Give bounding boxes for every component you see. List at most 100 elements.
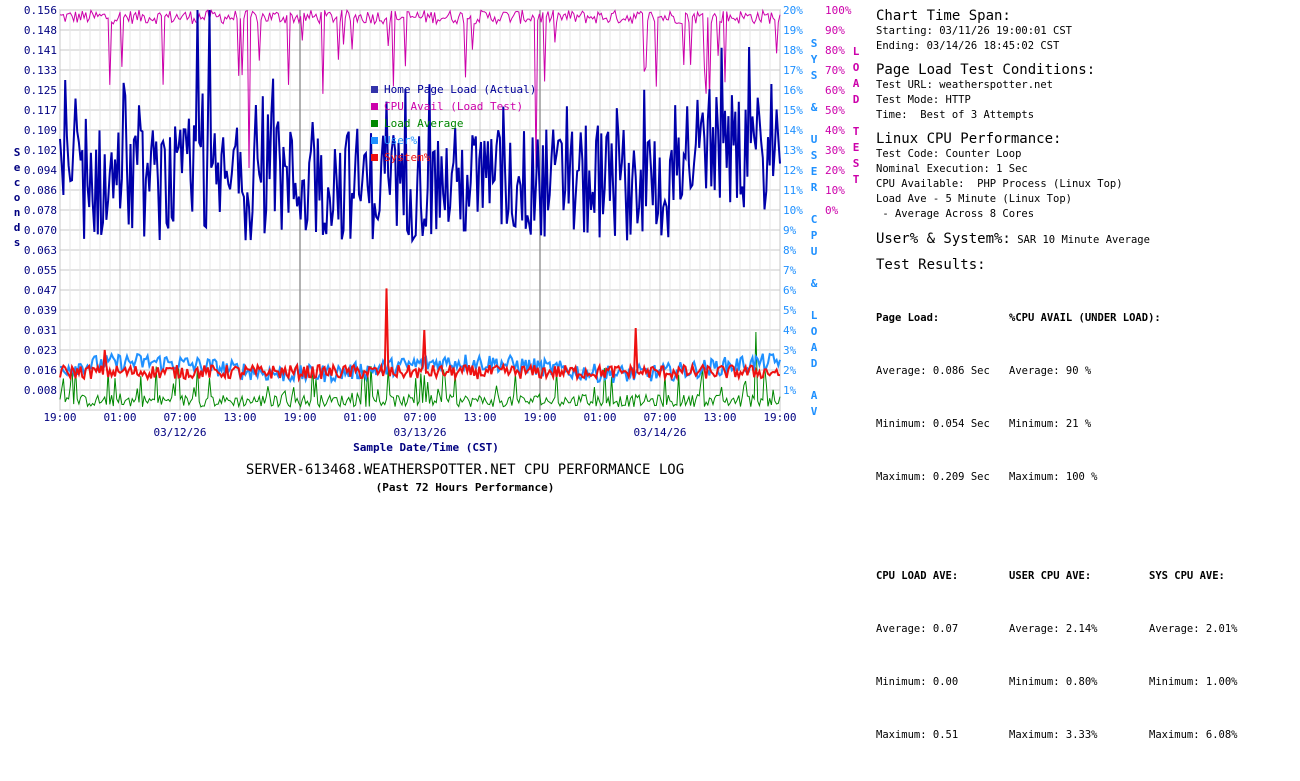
x-tick-label: 01:00	[103, 411, 136, 424]
y-right-tick-label: 80%	[825, 44, 845, 57]
y-mid-tick-label: 2%	[783, 364, 797, 377]
y-mid-tick-label: 19%	[783, 24, 803, 37]
sys-heading: SYS CPU AVE:	[1149, 570, 1225, 582]
y-mid-tick-label: 7%	[783, 264, 797, 277]
chart-title: SERVER-613468.WEATHERSPOTTER.NET CPU PER…	[245, 462, 685, 478]
cpu-load: Load Ave - 5 Minute (Linux Top)	[876, 193, 1072, 205]
y-mid-tick-label: 20%	[783, 4, 803, 17]
series-system-percent	[59, 288, 781, 383]
y-left-tick-label: 0.070	[24, 224, 57, 237]
cpu-code: Test Code: Counter Loop	[876, 148, 1022, 160]
cpu-avail-results: %CPU AVAIL (UNDER LOAD): Average: 90 % M…	[1009, 273, 1161, 523]
x-tick-label: 19:00	[523, 411, 556, 424]
page-load-results: Page Load: Average: 0.086 Sec Minimum: 0…	[876, 273, 1009, 523]
y-left-tick-label: 0.102	[24, 144, 57, 157]
y-mid-tick-label: 9%	[783, 224, 797, 237]
y-mid-tick-label: 12%	[783, 164, 803, 177]
y-mid-tick-label: 5%	[783, 304, 797, 317]
user-average: Average: 2.14%	[1009, 623, 1098, 635]
y-left-tick-label: 0.031	[24, 324, 57, 337]
y-right-tick-label: 90%	[825, 24, 845, 37]
x-tick-label: 13:00	[463, 411, 496, 424]
cpu-exec: Nominal Execution: 1 Sec	[876, 163, 1028, 175]
y-axis-right: 100% 90% 80% 70% 60% 50% 40% 30% 20% 10% 0%	[825, 4, 852, 217]
y-right-tick-label: 10%	[825, 184, 845, 197]
load-maximum: Maximum: 0.51	[876, 729, 959, 741]
x-tick-label: 19:00	[763, 411, 796, 424]
y-mid-tick-label: 6%	[783, 284, 797, 297]
page-load-average: Average: 0.086 Sec	[876, 365, 990, 377]
x-tick-label: 07:00	[163, 411, 196, 424]
conditions-url: Test URL: weatherspotter.net	[876, 79, 1054, 91]
y-left-tick-label: 0.078	[24, 204, 57, 217]
page-load-minimum: Minimum: 0.054 Sec	[876, 418, 990, 430]
x-tick-label: 19:00	[283, 411, 316, 424]
series-cpu-avail	[59, 8, 781, 169]
user-sys-title: User% & System%:	[876, 231, 1011, 247]
conditions-title: Page Load Test Conditions:	[876, 62, 1096, 78]
y-right-tick-label: 40%	[825, 124, 845, 137]
cpu-avail-maximum: Maximum: 100 %	[1009, 471, 1098, 483]
y-left-tick-label: 0.117	[24, 104, 57, 117]
cpu-avail-heading: %CPU AVAIL (UNDER LOAD):	[1009, 312, 1161, 324]
conditions-time: Time: Best of 3 Attempts	[876, 109, 1035, 121]
cpu-avail-average: Average: 90 %	[1009, 365, 1092, 377]
load-average: Average: 0.07	[876, 623, 959, 635]
user-sys-desc: SAR 10 Minute Average	[1017, 234, 1150, 246]
y-right-tick-label: 60%	[825, 84, 845, 97]
y-left-tick-label: 0.016	[24, 364, 57, 377]
y-left-tick-label: 0.094	[24, 164, 57, 177]
y-mid-tick-label: 16%	[783, 84, 803, 97]
span-end: Ending: 03/14/26 18:45:02 CST	[876, 40, 1060, 52]
page-load-heading: Page Load:	[876, 312, 940, 324]
y-left-tick-label: 0.086	[24, 184, 57, 197]
y-mid-tick-label: 18%	[783, 44, 803, 57]
cpu-avail-minimum: Minimum: 21 %	[1009, 418, 1092, 430]
x-axis: 19:00 01:00 07:00 13:00 19:00 01:00 07:00 13:00…	[43, 411, 796, 439]
load-results: CPU LOAD AVE: Average: 0.07 Minimum: 0.0…	[876, 531, 1009, 781]
legend-label: CPU Avail (Load Test)	[384, 100, 523, 113]
results-row-2: CPU LOAD AVE: Average: 0.07 Minimum: 0.0…	[876, 531, 1296, 781]
x-tick-label: 07:00	[643, 411, 676, 424]
chart-subtitle: (Past 72 Hours Performance)	[375, 481, 555, 494]
conditions-mode: Test Mode: HTTP	[876, 94, 971, 106]
y-left-tick-label: 0.039	[24, 304, 57, 317]
sys-average: Average: 2.01%	[1149, 623, 1238, 635]
span-title: Chart Time Span:	[876, 8, 1011, 24]
y-right-tick-label: 70%	[825, 64, 845, 77]
y-left-tick-label: 0.133	[24, 64, 57, 77]
y-right-tick-label: 20%	[825, 164, 845, 177]
user-results: USER CPU AVE: Average: 2.14% Minimum: 0.…	[1009, 531, 1149, 781]
y-mid-tick-label: 10%	[783, 204, 803, 217]
legend-label: User%	[384, 134, 417, 147]
y-right-tick-label: 30%	[825, 144, 845, 157]
legend-label: Home Page Load (Actual)	[384, 83, 536, 96]
user-maximum: Maximum: 3.33%	[1009, 729, 1098, 741]
y-left-tick-label: 0.008	[24, 384, 57, 397]
cpu-title: Linux CPU Performance:	[876, 131, 1062, 147]
x-tick-label: 07:00	[403, 411, 436, 424]
user-heading: USER CPU AVE:	[1009, 570, 1092, 582]
cpu-avail: CPU Available: PHP Process (Linux Top)	[876, 178, 1123, 190]
y-left-tick-label: 0.063	[24, 244, 57, 257]
y-right-tick-label: 50%	[825, 104, 845, 117]
legend-swatch	[371, 137, 378, 144]
y-axis-mid: 20% 19% 18% 17% 16% 15% 14% 13% 12% 11% 10% 9% 8% 7% 6…	[783, 4, 803, 397]
legend-swatch	[371, 154, 378, 161]
y-mid-tick-label: 15%	[783, 104, 803, 117]
y-left-tick-label: 0.125	[24, 84, 57, 97]
x-date-label: 03/12/26	[154, 426, 207, 439]
x-tick-label: 01:00	[583, 411, 616, 424]
y-left-tick-label: 0.047	[24, 284, 57, 297]
x-date-label: 03/14/26	[634, 426, 687, 439]
span-start: Starting: 03/11/26 19:00:01 CST	[876, 25, 1072, 37]
y-mid-tick-label: 11%	[783, 184, 803, 197]
y-mid-tick-label: 1%	[783, 384, 797, 397]
page-load-maximum: Maximum: 0.209 Sec	[876, 471, 990, 483]
